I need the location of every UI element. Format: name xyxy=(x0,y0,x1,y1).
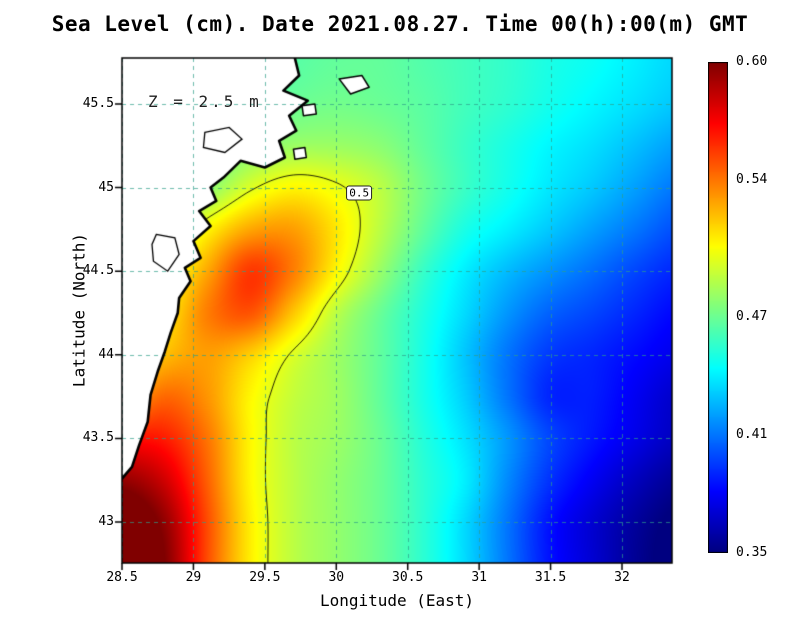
y-tick-label: 43 xyxy=(98,514,114,530)
y-tick-label: 45 xyxy=(98,179,114,195)
colorbar-tick-label: 0.47 xyxy=(736,309,768,325)
depth-annotation: Z = 2.5 m xyxy=(148,92,262,111)
colorbar xyxy=(708,62,728,553)
x-axis-label: Longitude (East) xyxy=(319,591,475,610)
colorbar-tick-label: 0.35 xyxy=(736,545,768,560)
x-tick-label: 28.5 xyxy=(106,570,138,585)
x-tick-label: 30.5 xyxy=(392,570,424,585)
y-tick-label: 43.5 xyxy=(82,430,114,446)
y-tick-label: 44.5 xyxy=(82,263,114,279)
colorbar-tick-label: 0.41 xyxy=(736,427,768,443)
contour-label: 0.5 xyxy=(346,185,373,201)
x-tick-label: 30 xyxy=(328,570,345,585)
y-tick-label: 45.5 xyxy=(82,95,114,111)
y-tick-label: 44 xyxy=(98,346,114,362)
x-tick-label: 32 xyxy=(614,570,630,585)
x-tick-label: 31 xyxy=(471,570,487,585)
x-tick-label: 29 xyxy=(185,570,202,585)
colorbar-tick-label: 0.60 xyxy=(736,54,768,69)
x-tick-label: 31.5 xyxy=(534,570,567,585)
colorbar-tick-label: 0.54 xyxy=(736,171,768,187)
chart-title: Sea Level (cm). Date 2021.08.27. Time 00… xyxy=(51,12,749,36)
y-axis-label: Latitude (North) xyxy=(69,232,89,388)
x-tick-label: 29.5 xyxy=(249,570,281,585)
